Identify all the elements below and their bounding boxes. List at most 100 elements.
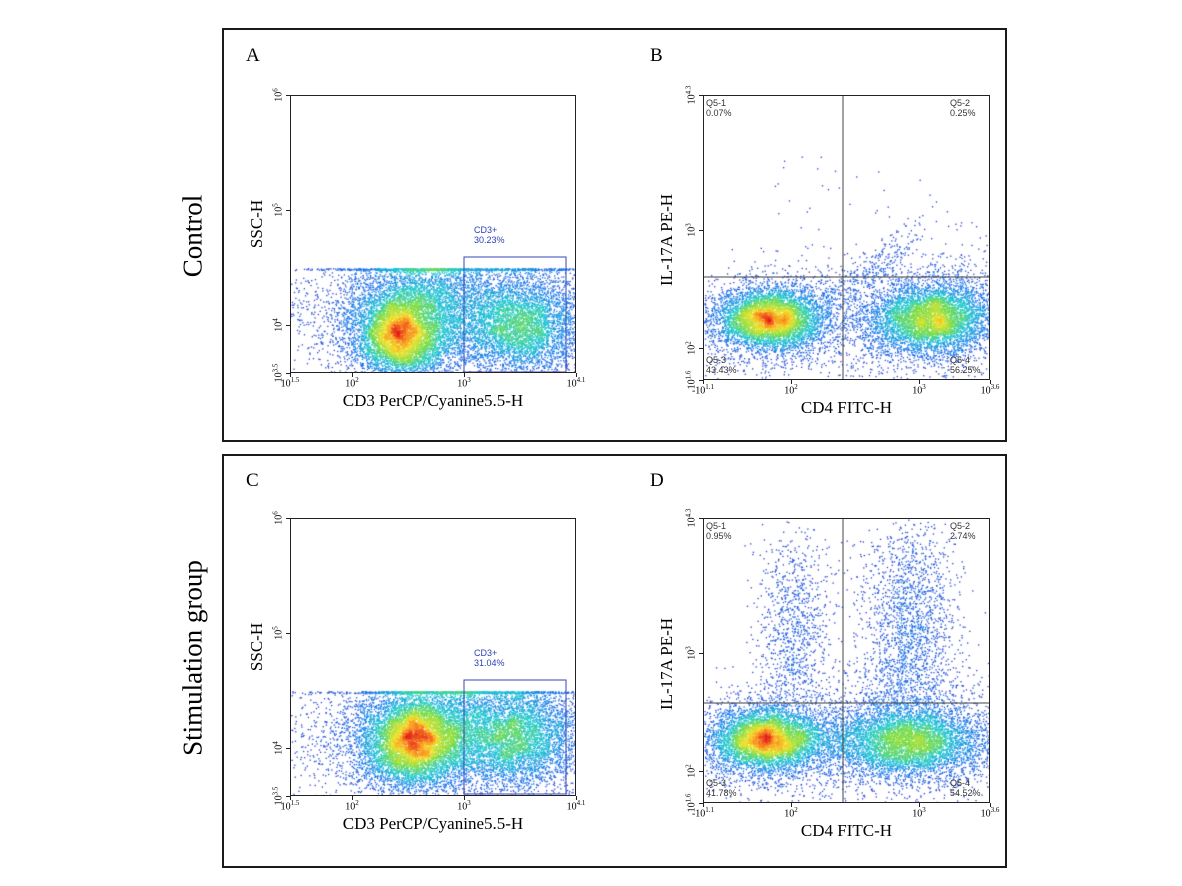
panel-b-scatter-points	[704, 96, 989, 379]
panel-a-gate-label: CD3+ 30.23%	[474, 225, 505, 245]
panel-d-quadrant-percent: 0.95%	[706, 531, 732, 541]
panel-b-x-tick-exp: 1.1	[705, 383, 715, 391]
panel-c-y-tick-exp: 5	[271, 626, 280, 630]
panel-d-quadrant-label: Q5-3 41.78%	[706, 778, 737, 798]
panel-a-y-tick-exp: 5	[271, 203, 280, 207]
panel-d-x-tick-mark	[919, 803, 920, 807]
panel-d-scatter-points	[704, 519, 989, 802]
panel-c-cd3-gate	[463, 679, 567, 795]
panel-a-x-axis-title: CD3 PerCP/Cyanine5.5-H	[342, 391, 524, 410]
panel-a-x-tick-exp: 4.1	[576, 376, 586, 384]
panel-b-y-tick-base: 10	[686, 226, 698, 237]
panel-d-y-axis-title: IL-17A PE-H	[657, 617, 676, 711]
panel-b-quadrant-percent: 0.25%	[950, 108, 976, 118]
panel-c-y-tick-base: 10	[273, 744, 285, 755]
panel-b-quadrant-label: Q5-2 0.25%	[950, 98, 986, 118]
panel-b-x-tick-base: 10	[912, 385, 923, 397]
panel-d-quadrant-name: Q5-4	[950, 778, 971, 788]
panel-c-y-tick-mark	[286, 518, 290, 519]
panel-c-gate-name: CD3+	[474, 648, 498, 658]
panel-b-y-tick-label: 104.3	[684, 86, 697, 105]
panel-a-cd3-gate	[463, 256, 567, 372]
panel-a-y-tick-label: 105	[271, 203, 284, 217]
panel-b-quadrant-label: Q5-4 56.25%	[950, 355, 986, 375]
panel-d-y-tick-exp: 1.6	[684, 793, 693, 803]
panel-c-x-tick-label: 104.1	[567, 799, 586, 812]
panel-c-x-tick-exp: 2	[355, 799, 359, 807]
panel-b-y-tick-exp: 4.3	[684, 85, 693, 95]
panel-a-overlay	[463, 256, 567, 372]
panel-d-y-tick-base: 10	[686, 517, 698, 528]
panel-a-scatter-points	[291, 96, 575, 372]
panel-b-y-tick-base: 10	[686, 94, 698, 105]
panel-b-y-axis-title: IL-17A PE-H	[657, 193, 676, 287]
panel-b-quadrant-percent: 56.25%	[950, 365, 981, 375]
panel-c-x-tick-mark	[576, 796, 577, 800]
panel-c-gate-percent: 31.04%	[474, 658, 505, 668]
panel-b-x-tick-label: 103.6	[981, 383, 1000, 396]
panel-c-y-tick-mark	[286, 748, 290, 749]
panel-b-y-tick-exp: 3	[684, 223, 693, 227]
panel-b-x-tick-mark	[703, 380, 704, 384]
stimulation-group-frame	[222, 454, 1007, 868]
panel-b-quadrant-name: Q5-3	[706, 355, 727, 365]
panel-b-y-tick-mark	[699, 230, 703, 231]
panel-d-quadrant-percent: 54.52%	[950, 788, 981, 798]
panel-b-y-tick-mark	[699, 380, 703, 381]
panel-c-y-tick-base: 10	[273, 795, 285, 806]
panel-c-x-tick-base: 10	[457, 801, 468, 813]
panel-d-y-tick-base: 10	[686, 767, 698, 778]
panel-a-gate-name: CD3+	[474, 225, 498, 235]
panel-d-y-tick-label: 101.6	[684, 794, 697, 813]
panel-a-x-tick-label: 101.5	[281, 376, 300, 389]
panel-a-y-tick-exp: 6	[271, 88, 280, 92]
panel-c-y-tick-mark	[286, 633, 290, 634]
panel-d-y-tick-mark	[699, 518, 703, 519]
panel-d-y-tick-exp: 3	[684, 646, 693, 650]
panel-a-x-tick-mark	[464, 373, 465, 377]
panel-b-x-tick-base: 10	[784, 385, 795, 397]
panel-d-y-tick-label: 102	[684, 764, 697, 778]
panel-b-y-tick-mark	[699, 95, 703, 96]
panel-a-y-tick-mark	[286, 95, 290, 96]
panel-d-letter: D	[650, 470, 664, 491]
panel-c-plot	[290, 518, 576, 796]
panel-a-y-tick-base: 10	[273, 206, 285, 217]
panel-c-y-tick-mark	[286, 796, 290, 797]
panel-b-x-tick-mark	[919, 380, 920, 384]
panel-a-x-tick-base: 10	[280, 378, 291, 390]
panel-b-y-tick-label: 101.6	[684, 371, 697, 390]
panel-a-x-tick-base: 10	[457, 378, 468, 390]
panel-c-x-tick-mark	[352, 796, 353, 800]
panel-c-y-tick-exp: 4	[271, 741, 280, 745]
panel-d-y-tick-mark	[699, 653, 703, 654]
panel-b-x-tick-base: -10	[691, 385, 706, 397]
panel-b-letter: B	[650, 45, 663, 66]
panel-c-y-tick-exp: 6	[271, 511, 280, 515]
panel-c-y-axis-title: SSC-H	[247, 622, 266, 672]
panel-b-x-tick-label: -101.1	[692, 383, 714, 396]
panel-d-x-tick-exp: 2	[794, 806, 798, 814]
panel-c-x-tick-label: 101.5	[281, 799, 300, 812]
panel-a-x-tick-mark	[576, 373, 577, 377]
panel-c-x-tick-label: 103	[457, 799, 471, 812]
panel-a-letter: A	[246, 45, 260, 66]
panel-b-overlay	[704, 96, 989, 379]
panel-d-y-tick-exp: 4.3	[684, 508, 693, 518]
panel-a-x-tick-label: 102	[345, 376, 359, 389]
panel-c-overlay	[463, 679, 567, 795]
panel-a-x-tick-base: 10	[345, 378, 356, 390]
panel-a-x-tick-exp: 2	[355, 376, 359, 384]
panel-d-quadrant-name: Q5-1	[706, 521, 727, 531]
panel-d-x-tick-mark	[990, 803, 991, 807]
panel-c-y-tick-label: 103.5	[271, 787, 284, 806]
panel-a-y-tick-label: 104	[271, 318, 284, 332]
panel-d-x-tick-exp: 1.1	[705, 806, 715, 814]
panel-b-x-tick-label: 102	[784, 383, 798, 396]
panel-a-y-tick-mark	[286, 325, 290, 326]
panel-a-y-tick-label: 106	[271, 88, 284, 102]
group-label-control: Control	[177, 194, 208, 278]
panel-b-x-tick-exp: 3	[922, 383, 926, 391]
panel-b-y-tick-label: 102	[684, 341, 697, 355]
panel-d-x-tick-exp: 3.6	[990, 806, 1000, 814]
